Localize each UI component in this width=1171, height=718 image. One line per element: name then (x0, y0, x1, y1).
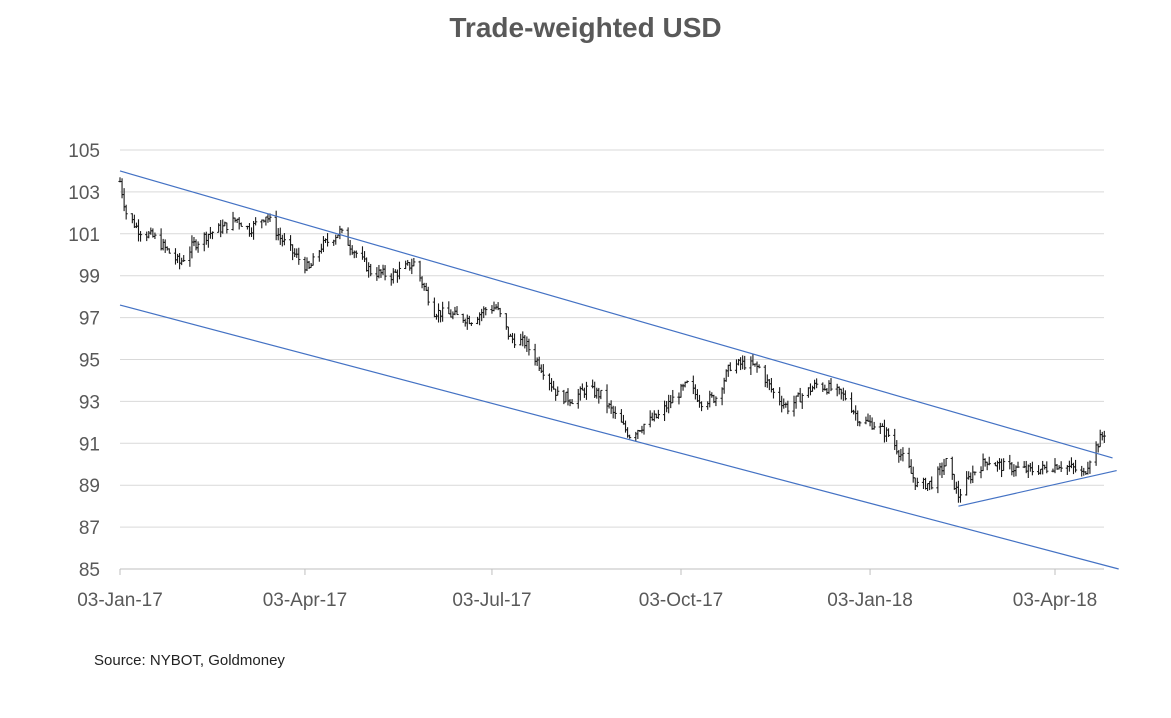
x-tick-label: 03-Oct-17 (639, 590, 723, 611)
support-trendline (958, 469, 1117, 507)
x-axis-ticks: 03-Jan-17 03-Apr-17 03-Jul-17 03-Oct-17 03-J… (77, 569, 1097, 611)
x-tick-label: 03-Jan-17 (77, 590, 163, 611)
price-series (118, 177, 1106, 503)
y-tick-label: 85 (79, 560, 100, 581)
y-tick-label: 101 (68, 225, 100, 246)
y-tick-label: 99 (79, 267, 100, 288)
x-tick-label: 03-Apr-18 (1013, 590, 1098, 611)
grid-lines (120, 149, 1104, 570)
y-axis-ticks: 85 87 89 91 93 95 97 99 101 103 105 (68, 141, 100, 581)
upper-channel-trendline (119, 170, 1113, 459)
source-note: Source: NYBOT, Goldmoney (94, 652, 285, 669)
x-tick-label: 03-Apr-17 (263, 590, 348, 611)
y-tick-label: 105 (68, 141, 100, 162)
y-tick-label: 103 (68, 183, 100, 204)
y-tick-label: 87 (79, 518, 100, 539)
y-tick-label: 89 (79, 476, 100, 497)
x-tick-label: 03-Jan-18 (827, 590, 913, 611)
x-tick-label: 03-Jul-17 (452, 590, 531, 611)
lower-channel-trendline (119, 304, 1119, 570)
trendlines (119, 170, 1119, 570)
y-tick-label: 91 (79, 434, 100, 455)
y-tick-label: 97 (79, 309, 100, 330)
y-tick-label: 93 (79, 392, 100, 413)
y-tick-label: 95 (79, 351, 100, 372)
chart-title: Trade-weighted USD (449, 12, 722, 43)
